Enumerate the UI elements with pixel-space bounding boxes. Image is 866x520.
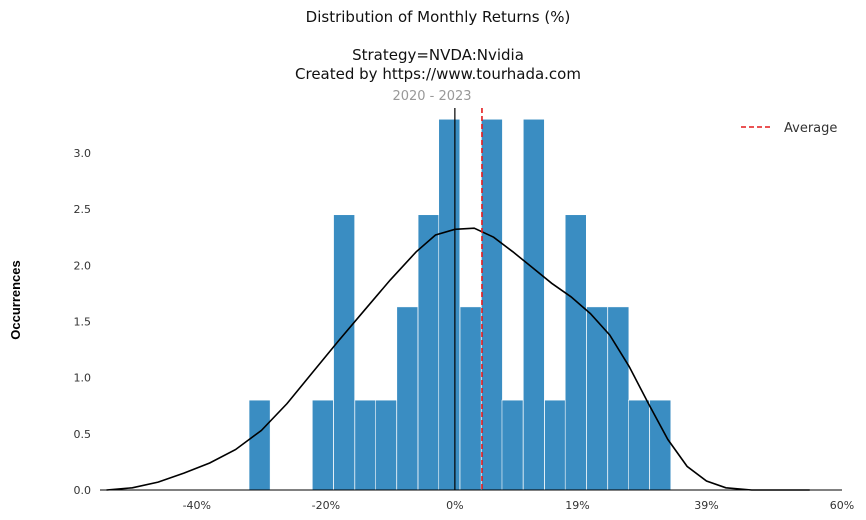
y-tick-label: 3.0 xyxy=(74,147,92,160)
y-tick-label: 0.5 xyxy=(74,428,92,441)
x-tick-label: -40% xyxy=(183,499,211,512)
x-tick-label: 60% xyxy=(830,499,854,512)
histogram-bar xyxy=(375,399,397,491)
y-axis-ticks: 0.0 0.5 1.0 1.5 2.0 2.5 3.0 xyxy=(74,147,92,497)
histogram-bar xyxy=(248,399,271,491)
y-tick-label: 0.0 xyxy=(74,484,92,497)
chart-title: Distribution of Monthly Returns (%) xyxy=(306,8,571,26)
y-tick-label: 2.0 xyxy=(74,259,92,272)
histogram-bar xyxy=(438,118,461,491)
chart-period: 2020 - 2023 xyxy=(392,89,471,104)
histogram-bar xyxy=(311,399,334,491)
x-axis-ticks: -40% -20% 0% 19% 39% 60% xyxy=(183,499,855,512)
histogram-bar xyxy=(459,306,482,491)
legend-average-label: Average xyxy=(784,121,837,136)
x-tick-label: 19% xyxy=(565,499,589,512)
histogram-bar xyxy=(649,399,672,491)
chart-subtitle-strategy: Strategy=NVDA:Nvidia xyxy=(352,46,524,64)
chart-subtitle-credit: Created by https://www.tourhada.com xyxy=(295,65,581,83)
kde-line xyxy=(106,227,810,491)
reference-lines xyxy=(100,108,842,491)
histogram-bar xyxy=(586,306,608,491)
histogram-bar xyxy=(333,214,355,491)
histogram-bar xyxy=(417,214,440,491)
histogram-bar xyxy=(628,399,650,491)
y-axis-label: Occurrences xyxy=(8,260,23,340)
histogram-bars xyxy=(248,118,672,491)
legend: Average xyxy=(741,121,837,136)
y-tick-label: 1.0 xyxy=(74,372,92,385)
histogram-bar xyxy=(501,399,524,491)
x-tick-label: -20% xyxy=(312,499,340,512)
y-tick-label: 2.5 xyxy=(74,203,92,216)
histogram-bar xyxy=(396,306,419,491)
density-curve xyxy=(106,227,810,491)
histogram-bar xyxy=(481,118,503,491)
histogram-bar xyxy=(564,214,587,491)
histogram-bar xyxy=(522,118,545,491)
histogram-bar xyxy=(544,399,566,491)
y-tick-label: 1.5 xyxy=(74,315,92,328)
x-tick-label: 39% xyxy=(694,499,718,512)
histogram-bar xyxy=(607,306,630,491)
x-tick-label: 0% xyxy=(446,499,463,512)
histogram-bar xyxy=(354,399,377,491)
